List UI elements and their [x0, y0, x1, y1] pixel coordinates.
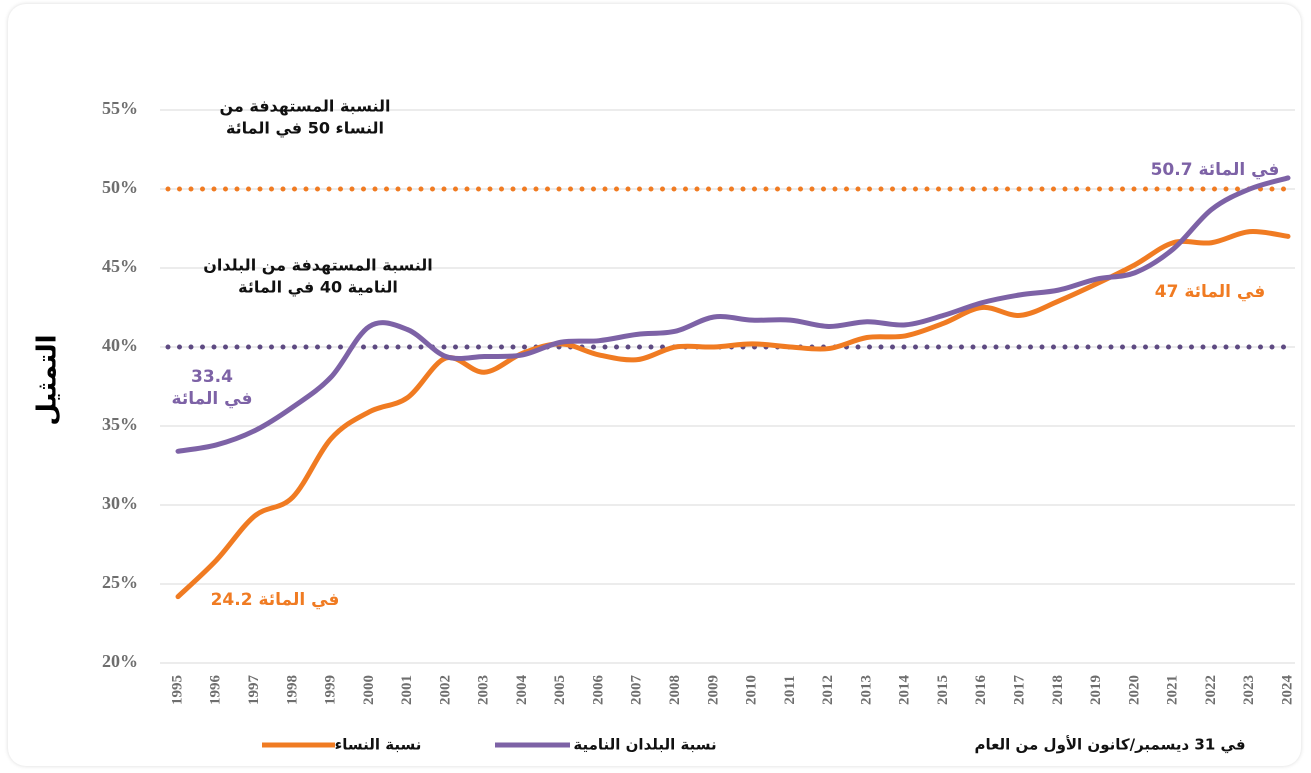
- x-tick-label: 2022: [1203, 675, 1219, 705]
- x-tick-label: 2002: [437, 675, 453, 705]
- x-tick-label: 2016: [973, 675, 989, 706]
- legend-label: نسبة النساء: [335, 736, 422, 754]
- y-tick-label: 20%: [102, 651, 138, 671]
- annotation: النساء 50 في المائة: [226, 119, 384, 139]
- x-tick-label: 1999: [323, 675, 339, 705]
- x-tick-label: 2017: [1012, 675, 1028, 706]
- x-tick-label: 2000: [361, 675, 377, 705]
- annotation: في المائة: [172, 389, 253, 409]
- x-tick-label: 2001: [399, 675, 415, 705]
- x-tick-label: 1996: [208, 675, 224, 706]
- x-tick-label: 2021: [1165, 675, 1181, 705]
- annotation: 33.4: [191, 367, 233, 387]
- y-tick-label: 50%: [102, 177, 138, 197]
- y-tick-label: 55%: [102, 98, 138, 118]
- x-tick-label: 2010: [744, 675, 760, 705]
- x-tick-label: 2003: [476, 675, 492, 705]
- x-tick-label: 2024: [1279, 675, 1295, 706]
- x-tick-label: 2019: [1088, 675, 1104, 705]
- series-line: [175, 175, 1291, 454]
- y-axis-label: التمثيل: [33, 334, 63, 425]
- series-line: [175, 229, 1291, 600]
- x-tick-label: 1997: [246, 675, 262, 706]
- x-tick-label: 2012: [820, 675, 836, 705]
- annotation: 50.7 في المائة: [1151, 160, 1280, 180]
- y-tick-label: 45%: [102, 256, 138, 276]
- annotation: 47 في المائة: [1155, 282, 1266, 302]
- x-tick-label: 2023: [1241, 675, 1257, 705]
- x-tick-label: 2007: [629, 675, 645, 706]
- x-axis-label: في 31 ديسمبر/كانون الأول من العام: [974, 736, 1245, 754]
- x-tick-label: 2006: [590, 675, 606, 706]
- annotation: النسبة المستهدفة من البلدان: [203, 256, 433, 275]
- card: [8, 4, 1301, 766]
- x-tick-label: 2008: [667, 675, 683, 705]
- legend-label: نسبة البلدان النامية: [573, 736, 716, 754]
- x-tick-label: 2014: [897, 675, 913, 706]
- annotation: النسبة المستهدفة من: [220, 97, 391, 116]
- x-tick-label: 2018: [1050, 675, 1066, 705]
- x-tick-label: 1995: [169, 675, 185, 705]
- x-tick-label: 2020: [1126, 675, 1142, 705]
- x-tick-label: 2004: [514, 675, 530, 706]
- annotation: النامية 40 في المائة: [238, 278, 398, 298]
- x-tick-label: 2011: [782, 675, 798, 704]
- y-tick-label: 40%: [102, 335, 138, 355]
- y-tick-label: 35%: [102, 414, 138, 434]
- annotation: 24.2 في المائة: [211, 590, 340, 610]
- y-tick-label: 30%: [102, 493, 138, 513]
- x-tick-label: 2015: [935, 675, 951, 705]
- x-tick-label: 2005: [552, 675, 568, 705]
- y-tick-label: 25%: [102, 572, 138, 592]
- x-tick-label: 2009: [705, 675, 721, 705]
- x-tick-label: 2013: [858, 675, 874, 705]
- x-tick-label: 1998: [284, 675, 300, 705]
